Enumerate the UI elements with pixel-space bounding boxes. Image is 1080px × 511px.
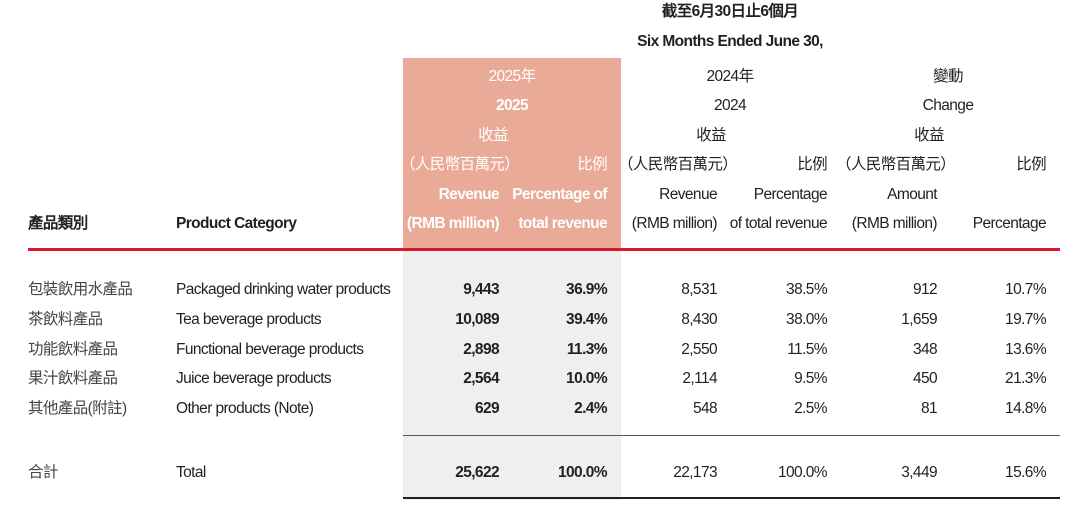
rev-unit-2024-en: (RMB million): [631, 215, 718, 232]
table-row-cell-chg-pct: 21.3%: [1005, 370, 1047, 387]
category-zh-header: 產品類別: [28, 215, 88, 232]
total-row-cell-chg-amt: 3,449: [901, 464, 937, 481]
table-row-cell-rev2024: 2,114: [682, 370, 717, 387]
rev-unit-2025-en: (RMB million): [406, 215, 500, 232]
table-row-cell-pct2025: 36.9%: [566, 281, 608, 298]
table-row-cell-chg-amt: 81: [920, 400, 938, 417]
table-row-cell-rev2025: 2,564: [463, 370, 499, 387]
table-row-cell-rev2025: 2,898: [463, 341, 499, 358]
chg-amt-unit-en: (RMB million): [851, 215, 938, 232]
table-row-cell-pct2025: 2.4%: [574, 400, 608, 417]
bottom-rule: [403, 497, 1060, 499]
table-row-cell-chg-amt: 1,659: [901, 311, 937, 328]
chg-pct-en: Percentage: [972, 215, 1047, 232]
table-row-cell-chg-amt: 912: [912, 281, 938, 298]
total-row-cell-pct2024: 100.0%: [778, 464, 828, 481]
rev-2025-zh: 收益: [478, 127, 508, 144]
year-2024-zh: 2024年: [706, 68, 755, 85]
table-row-cell-en: Functional beverage products: [176, 341, 364, 358]
chg-unit-zh: （人民幣百萬元）: [836, 156, 956, 173]
table-row-cell-chg-amt: 450: [912, 370, 938, 387]
total-row-cell-rev2025: 25,622: [455, 464, 499, 481]
rev-2025-en: Revenue: [438, 186, 500, 203]
table-row-cell-rev2025: 9,443: [463, 281, 499, 298]
table-row-cell-zh: 果汁飲料產品: [28, 370, 118, 387]
unit-2024-zh: （人民幣百萬元）: [618, 156, 738, 173]
table-row-cell-chg-pct: 19.7%: [1005, 311, 1047, 328]
total-row-cell-zh: 合計: [28, 464, 58, 481]
rev-2024-en: Revenue: [659, 186, 717, 203]
table-row-cell-pct2024: 11.5%: [787, 341, 827, 358]
pct-2024-en-1: Percentage: [753, 186, 828, 203]
table-row-cell-en: Packaged drinking water products: [176, 281, 391, 298]
table-row-cell-pct2024: 38.5%: [786, 281, 828, 298]
total-row-cell-en: Total: [176, 464, 206, 481]
year-2025-zh: 2025年: [488, 68, 537, 85]
table-row-cell-en: Other products (Note): [176, 400, 314, 417]
table-row-cell-rev2025: 629: [474, 400, 500, 417]
unit-2025-zh: （人民幣百萬元）: [400, 156, 520, 173]
table-row-cell-rev2024: 8,430: [681, 311, 717, 328]
chg-amt-en: Amount: [887, 186, 937, 203]
table-row-cell-en: Juice beverage products: [176, 370, 332, 387]
table-row-cell-chg-pct: 10.7%: [1005, 281, 1047, 298]
chg-pct-zh: 比例: [1016, 156, 1046, 173]
table-row-cell-pct2024: 9.5%: [794, 370, 828, 387]
rev-2024-zh: 收益: [696, 127, 726, 144]
year-2024-en: 2024: [713, 97, 747, 114]
table-row-cell-rev2024: 2,550: [681, 341, 717, 358]
table-row-cell-chg-pct: 13.6%: [1005, 341, 1047, 358]
table-row-cell-rev2025: 10,089: [455, 311, 499, 328]
change-en: Change: [922, 97, 974, 114]
pct-2025-zh: 比例: [577, 156, 607, 173]
period-zh: 截至6月30日止6個月: [661, 3, 799, 20]
total-row-cell-pct2025: 100.0%: [558, 464, 608, 481]
highlight-column-header: [403, 58, 621, 249]
header-divider: [28, 248, 1060, 251]
pct-2025-en-2: total revenue: [518, 215, 607, 232]
table-row-cell-pct2025: 39.4%: [566, 311, 608, 328]
table-row-cell-chg-amt: 348: [912, 341, 938, 358]
table-row-cell-chg-pct: 14.8%: [1005, 400, 1047, 417]
total-divider: [403, 435, 1060, 436]
table-row-cell-zh: 包裝飲用水產品: [28, 281, 133, 298]
table-row-cell-rev2024: 8,531: [681, 281, 717, 298]
period-en: Six Months Ended June 30,: [637, 33, 823, 50]
table-row-cell-rev2024: 548: [692, 400, 718, 417]
table-row-cell-pct2025: 10.0%: [566, 370, 608, 387]
table-row-cell-pct2024: 2.5%: [794, 400, 828, 417]
table-row-cell-zh: 其他產品(附註): [28, 400, 127, 417]
total-row-cell-rev2024: 22,173: [673, 464, 717, 481]
pct-2024-en-2: of total revenue: [729, 215, 828, 232]
table-row-cell-zh: 茶飲料產品: [28, 311, 103, 328]
change-zh: 變動: [933, 68, 963, 85]
table-row-cell-pct2024: 38.0%: [786, 311, 828, 328]
category-en-header: Product Category: [176, 215, 297, 232]
chg-rev-zh: 收益: [914, 127, 944, 144]
total-row-cell-chg-pct: 15.6%: [1005, 464, 1047, 481]
pct-2025-en-1: Percentage of: [512, 186, 607, 203]
year-2025-en: 2025: [495, 97, 529, 114]
table-row-cell-pct2025: 11.3%: [566, 341, 608, 358]
highlight-column-body: [403, 251, 621, 500]
pct-2024-zh: 比例: [797, 156, 827, 173]
table-row-cell-zh: 功能飲料產品: [28, 341, 118, 358]
table-row-cell-en: Tea beverage products: [176, 311, 322, 328]
